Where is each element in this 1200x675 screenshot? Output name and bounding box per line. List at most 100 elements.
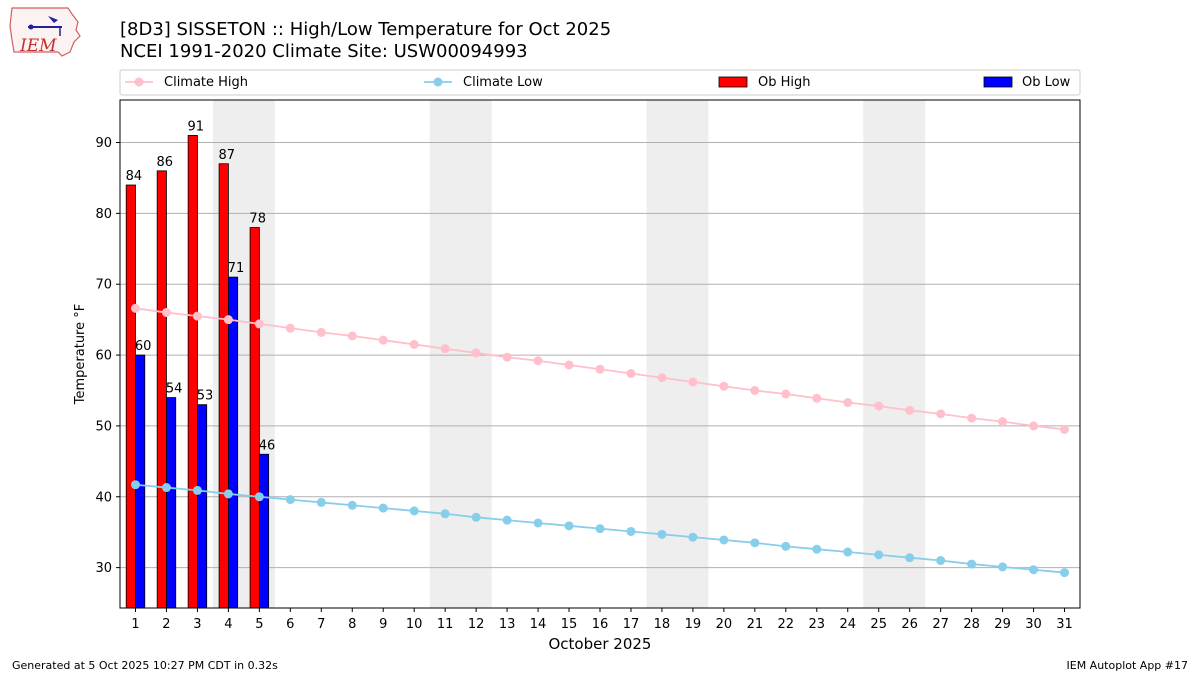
climate-high-point — [874, 401, 884, 411]
weekend-band — [863, 100, 926, 608]
climate-low-point — [843, 547, 853, 557]
climate-high-point — [750, 385, 760, 395]
bar-value-labels: 84 86 91 87 78 60 54 53 71 46 — [126, 119, 276, 453]
legend-item-ob-low: Ob Low — [983, 75, 1071, 90]
climate-high-point — [130, 303, 140, 313]
x-axis-ticks: 1 2 3 4 5 6 7 8 9 10 11 12 13 14 15 16 17 18 19 20 21 22 23 24 2… — [131, 608, 1073, 632]
x-tick-label: 5 — [255, 617, 263, 632]
ob-low-value-label: 71 — [228, 261, 245, 276]
x-tick-label: 6 — [286, 617, 294, 632]
climate-high-point — [564, 360, 574, 370]
climate-low-point — [471, 512, 481, 522]
climate-high-point — [688, 377, 698, 387]
ob-low-bar — [197, 404, 208, 609]
climate-high-point — [595, 364, 605, 374]
ob-high-bar — [125, 184, 136, 609]
x-tick-label: 30 — [1025, 617, 1042, 632]
x-tick-label: 23 — [809, 617, 826, 632]
ob-low-bar — [227, 276, 239, 609]
y-axis-label: Temperature °F — [73, 304, 88, 405]
x-tick-label: 8 — [348, 617, 356, 632]
climate-high-point — [254, 319, 264, 329]
climate-high-point — [223, 315, 233, 325]
x-tick-label: 13 — [499, 617, 516, 632]
climate-high-point — [967, 413, 977, 423]
y-tick-label: 50 — [95, 419, 112, 434]
x-tick-label: 28 — [963, 617, 980, 632]
x-tick-label: 4 — [224, 617, 232, 632]
climate-low-point — [316, 497, 326, 507]
x-tick-label: 31 — [1056, 617, 1073, 632]
ob-low-bar — [166, 397, 177, 609]
ob-high-bar — [249, 227, 260, 609]
climate-high-point — [471, 348, 481, 358]
y-tick-label: 80 — [95, 207, 112, 222]
climate-high-point — [161, 308, 171, 318]
climate-high-point — [316, 327, 326, 337]
x-tick-label: 29 — [994, 617, 1011, 632]
x-tick-label: 12 — [468, 617, 485, 632]
ob-high-value-label: 86 — [157, 155, 174, 170]
climate-low-point — [347, 500, 357, 510]
weekend-shading — [212, 100, 926, 608]
iowa-outline-icon — [9, 7, 81, 57]
chart-subtitle: NCEI 1991-2020 Climate Site: USW00094993 — [120, 41, 528, 62]
climate-low-point — [595, 524, 605, 534]
ob-high-bar — [187, 135, 198, 609]
y-tick-label: 90 — [95, 136, 112, 151]
x-tick-label: 19 — [685, 617, 702, 632]
climate-high-point — [440, 344, 450, 354]
x-tick-label: 20 — [716, 617, 733, 632]
climate-low-point — [502, 515, 512, 525]
ob-low-value-label: 54 — [166, 382, 183, 397]
y-tick-label: 60 — [95, 349, 112, 364]
y-tick-label: 70 — [95, 278, 112, 293]
logo-text: IEM — [19, 36, 57, 56]
climate-high-point — [812, 393, 822, 403]
climate-high-point — [378, 335, 388, 345]
x-tick-label: 9 — [379, 617, 387, 632]
gridlines — [120, 142, 1080, 569]
x-tick-label: 3 — [193, 617, 201, 632]
ob-low-bar — [258, 453, 270, 609]
ob-high-value-label: 84 — [126, 169, 143, 184]
climate-low-point — [657, 529, 667, 539]
ob-high-value-label: 91 — [188, 119, 205, 134]
climate-low-point — [564, 521, 574, 531]
x-tick-label: 26 — [901, 617, 918, 632]
climate-low-point — [750, 538, 760, 548]
legend-item-climate-low: Climate Low — [424, 75, 543, 90]
legend-box — [119, 69, 1081, 96]
climate-high-point — [626, 368, 636, 378]
ob-low-value-label: 60 — [135, 339, 152, 354]
climate-high-point — [1060, 424, 1070, 434]
x-axis-label: October 2025 — [549, 635, 652, 653]
climate-high-point — [347, 331, 357, 341]
climate-high-point — [533, 356, 543, 366]
climate-low-point — [254, 492, 264, 502]
climate-high-point — [657, 373, 667, 383]
climate-high-point — [781, 389, 791, 399]
footer-generated: Generated at 5 Oct 2025 10:27 PM CDT in … — [12, 659, 278, 672]
climate-low-point — [409, 506, 419, 516]
legend-label-climate-low: Climate Low — [463, 75, 543, 90]
x-tick-label: 27 — [932, 617, 949, 632]
ob-high-bar — [218, 163, 229, 609]
climate-low-point — [998, 562, 1008, 572]
logo-flag — [48, 16, 58, 23]
climate-high-point — [502, 352, 512, 362]
x-tick-label: 21 — [747, 617, 764, 632]
x-tick-label: 22 — [778, 617, 795, 632]
climate-high-point — [1029, 421, 1039, 431]
climate-high-point — [192, 311, 202, 321]
climate-lines — [130, 303, 1070, 578]
climate-low-point — [1060, 568, 1070, 578]
climate-low-point — [812, 544, 822, 554]
climate-high-point — [409, 339, 419, 349]
climate-high-point — [843, 398, 853, 408]
x-tick-label: 11 — [437, 617, 454, 632]
chart-title: [8D3] SISSETON :: High/Low Temperature f… — [120, 19, 611, 40]
climate-low-point — [130, 480, 140, 490]
footer-app: IEM Autoplot App #17 — [1067, 659, 1189, 672]
climate-low-point — [285, 495, 295, 505]
